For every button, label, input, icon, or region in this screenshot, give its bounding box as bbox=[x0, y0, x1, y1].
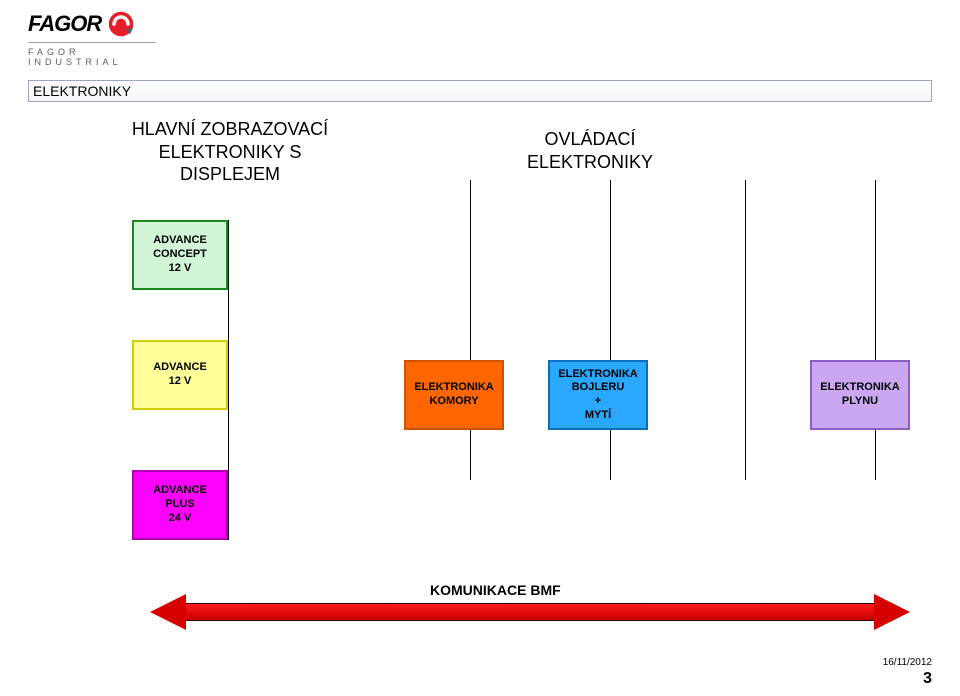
box-line: PLYNU bbox=[842, 395, 878, 409]
box-line: ELEKTRONIKA bbox=[414, 381, 493, 395]
guide-line-r3 bbox=[745, 180, 746, 480]
left-column-title: HLAVNÍ ZOBRAZOVACÍ ELEKTRONIKY S DISPLEJ… bbox=[130, 118, 330, 186]
section-title: ELEKTRONIKY bbox=[28, 80, 932, 102]
box-line: 24 V bbox=[169, 512, 192, 526]
box-line: PLUS bbox=[165, 498, 194, 512]
box-elektronika-komory: ELEKTRONIKAKOMORY bbox=[404, 360, 504, 430]
box-advance-12v: ADVANCE12 V bbox=[132, 340, 228, 410]
box-line: 12 V bbox=[169, 375, 192, 389]
guide-line-r4 bbox=[875, 180, 876, 480]
box-advance-concept: ADVANCECONCEPT12 V bbox=[132, 220, 228, 290]
brand-subtitle: FAGOR INDUSTRIAL bbox=[28, 42, 156, 67]
box-line: KOMORY bbox=[429, 395, 478, 409]
arrow-head-left-icon bbox=[150, 594, 186, 630]
footer-page: 3 bbox=[923, 670, 932, 688]
box-elektronika-plynu: ELEKTRONIKAPLYNU bbox=[810, 360, 910, 430]
brand-logo-top: FAGOR bbox=[28, 10, 156, 38]
box-advance-plus: ADVANCEPLUS24 V bbox=[132, 470, 228, 540]
arrow-label: KOMUNIKACE BMF bbox=[430, 582, 561, 598]
fagor-mark-icon bbox=[107, 10, 135, 38]
box-line: CONCEPT bbox=[153, 248, 207, 262]
arrow-shaft bbox=[186, 603, 874, 621]
box-line: ELEKTRONIKA bbox=[558, 368, 637, 382]
box-line: ELEKTRONIKA bbox=[820, 381, 899, 395]
guide-line-left bbox=[228, 220, 229, 540]
box-line: ADVANCE bbox=[153, 484, 207, 498]
guide-line-r1 bbox=[470, 180, 471, 480]
box-line: BOJLERU bbox=[572, 381, 625, 395]
footer-date: 16/11/2012 bbox=[883, 657, 932, 668]
box-line: + bbox=[595, 395, 601, 409]
brand-name: FAGOR bbox=[28, 11, 101, 37]
box-line: 12 V bbox=[169, 262, 192, 276]
box-line: MYTÍ bbox=[585, 409, 611, 423]
box-line: ADVANCE bbox=[153, 234, 207, 248]
box-line: ADVANCE bbox=[153, 361, 207, 375]
right-column-title: OVLÁDACÍ ELEKTRONIKY bbox=[490, 128, 690, 173]
box-elektronika-bojleru: ELEKTRONIKABOJLERU+MYTÍ bbox=[548, 360, 648, 430]
brand-logo: FAGOR FAGOR INDUSTRIAL bbox=[28, 10, 156, 67]
guide-line-r2 bbox=[610, 180, 611, 480]
arrow-head-right-icon bbox=[874, 594, 910, 630]
